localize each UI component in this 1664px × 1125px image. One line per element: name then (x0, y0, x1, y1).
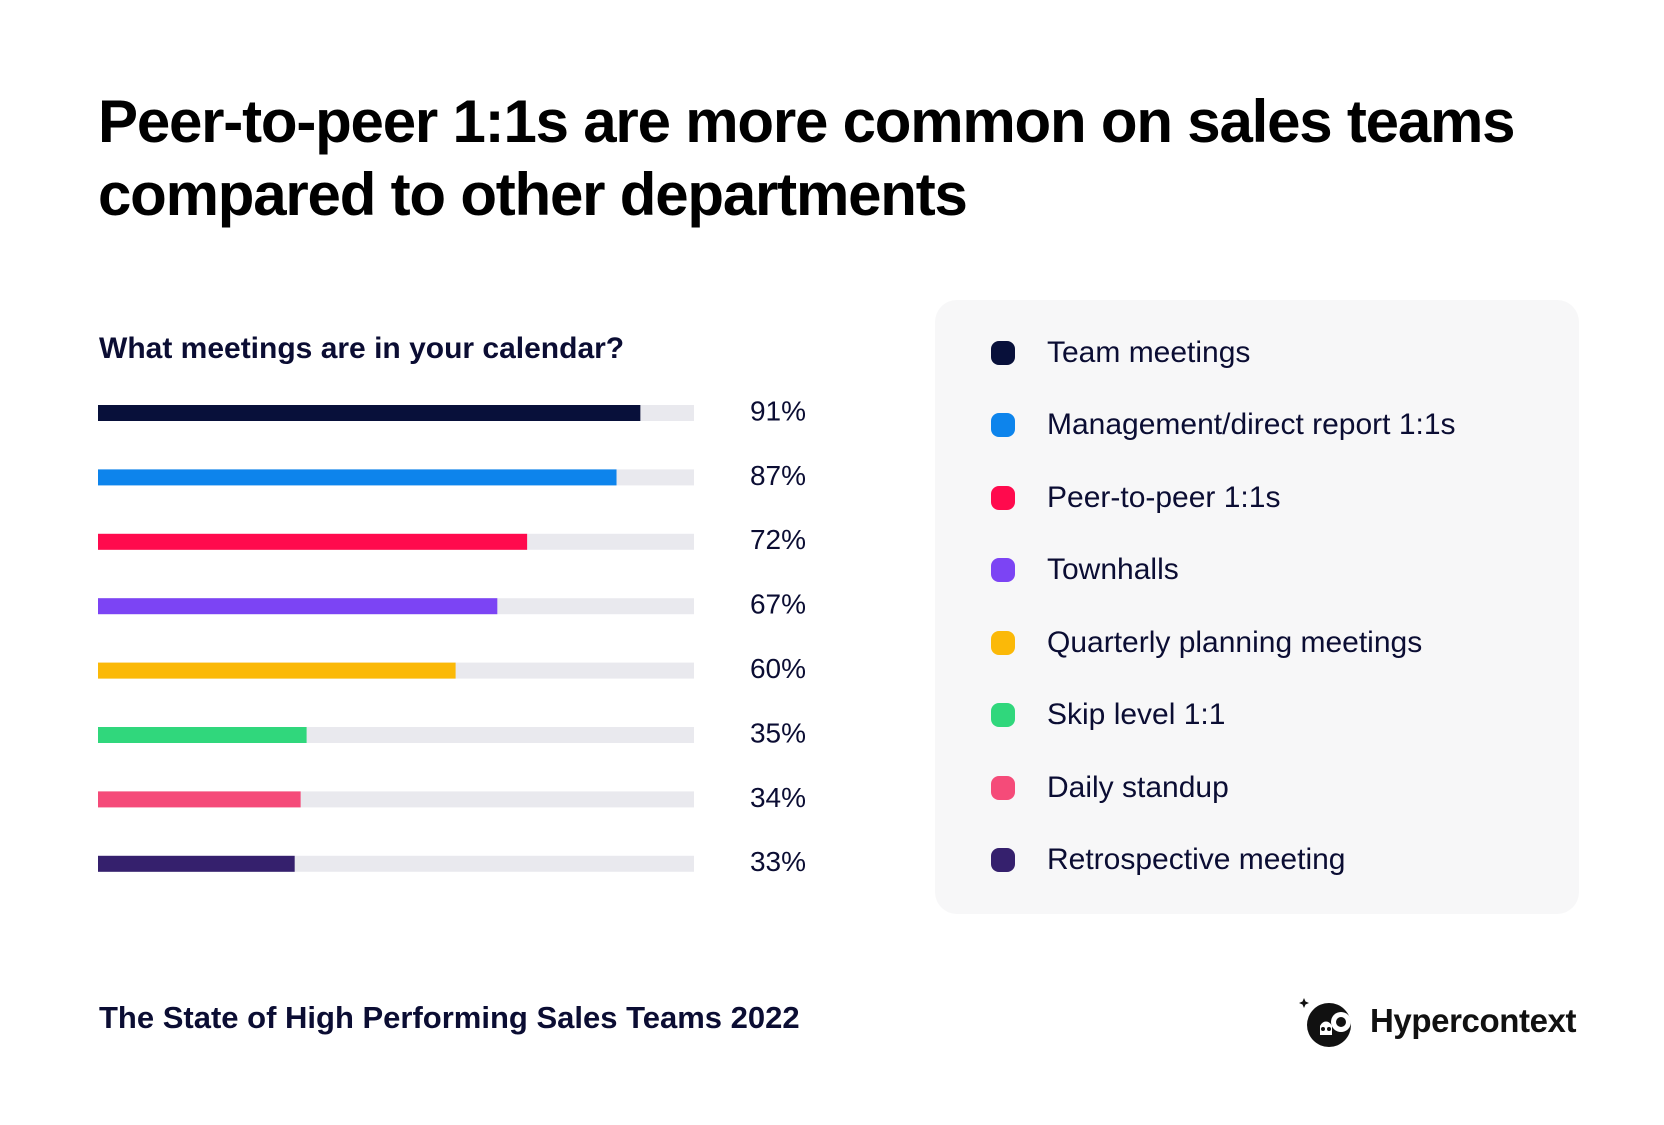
bar-track-townhalls (98, 598, 694, 615)
legend-label-quarterly-planning: Quarterly planning meetings (1047, 626, 1423, 659)
legend-item-daily-standup: Daily standup (991, 768, 1229, 808)
footer-title: The State of High Performing Sales Teams… (99, 1000, 800, 1035)
legend-item-team-meetings: Team meetings (991, 333, 1250, 373)
value-label-quarterly-planning-meetings: 60% (750, 653, 806, 684)
legend-label-retrospective: Retrospective meeting (1047, 843, 1346, 876)
value-label-peer-to-peer-1-1s: 72% (750, 524, 806, 555)
bar-track-retrospective-meeting (98, 855, 694, 872)
bar-track-peer-to-peer-1-1s (98, 533, 694, 550)
legend-swatch-team-meetings (991, 341, 1015, 365)
bar-skip-level-1-1 (98, 727, 307, 743)
bar-quarterly-planning-meetings (98, 662, 456, 679)
value-label-townhalls: 67% (750, 589, 806, 620)
legend-label-townhalls: Townhalls (1047, 553, 1179, 586)
legend-item-skip-level: Skip level 1:1 (991, 695, 1225, 735)
legend-label-daily-standup: Daily standup (1047, 771, 1229, 804)
chart-title: What meetings are in your calendar? (99, 332, 625, 365)
legend-item-peer-to-peer: Peer-to-peer 1:1s (991, 478, 1280, 518)
legend-swatch-peer-to-peer (991, 486, 1015, 510)
bar-track-management-direct-report-1-1s (98, 469, 694, 486)
bar-daily-standup (98, 791, 301, 808)
value-label-team-meetings: 91% (750, 395, 806, 426)
bar-townhalls (98, 598, 498, 615)
bar-peer-to-peer-1-1s (98, 533, 528, 550)
headline: Peer-to-peer 1:1s are more common on sal… (98, 88, 1516, 228)
hypercontext-logo-icon (1299, 998, 1351, 1047)
bar-track-daily-standup (98, 791, 694, 808)
legend-swatch-skip-level (991, 703, 1015, 727)
value-label-retrospective-meeting: 33% (750, 846, 806, 877)
legend-label-team-meetings: Team meetings (1047, 336, 1251, 369)
legend-swatch-management-direct-report (991, 413, 1015, 437)
legend-item-management-direct-report: Management/direct report 1:1s (991, 405, 1456, 445)
value-label-skip-level-1-1: 35% (750, 717, 806, 748)
legend-swatch-townhalls (991, 558, 1015, 582)
bar-retrospective-meeting (98, 855, 295, 872)
bar-track-skip-level-1-1 (98, 727, 694, 743)
legend-item-quarterly-planning: Quarterly planning meetings (991, 623, 1422, 663)
legend-swatch-retrospective (991, 848, 1015, 872)
legend-card: Team meetings Management/direct report 1… (935, 300, 1579, 914)
legend-swatch-quarterly-planning (991, 631, 1015, 655)
legend-label-peer-to-peer: Peer-to-peer 1:1s (1047, 481, 1281, 514)
legend-item-retrospective: Retrospective meeting (991, 840, 1345, 880)
bar-management-direct-report-1-1s (98, 469, 617, 486)
bar-track-quarterly-planning-meetings (98, 662, 694, 679)
value-label-management-direct-report-1-1s: 87% (750, 460, 806, 491)
bar-track-team-meetings (98, 405, 694, 421)
value-label-daily-standup: 34% (750, 782, 806, 813)
bar-team-meetings (98, 405, 641, 421)
brand-logo: Hypercontext (1298, 990, 1576, 1052)
legend-swatch-daily-standup (991, 776, 1015, 800)
legend-label-skip-level: Skip level 1:1 (1047, 698, 1226, 731)
legend-item-townhalls: Townhalls (991, 550, 1179, 590)
brand-name: Hypercontext (1370, 1002, 1577, 1039)
legend-label-management-direct-report: Management/direct report 1:1s (1047, 408, 1456, 441)
